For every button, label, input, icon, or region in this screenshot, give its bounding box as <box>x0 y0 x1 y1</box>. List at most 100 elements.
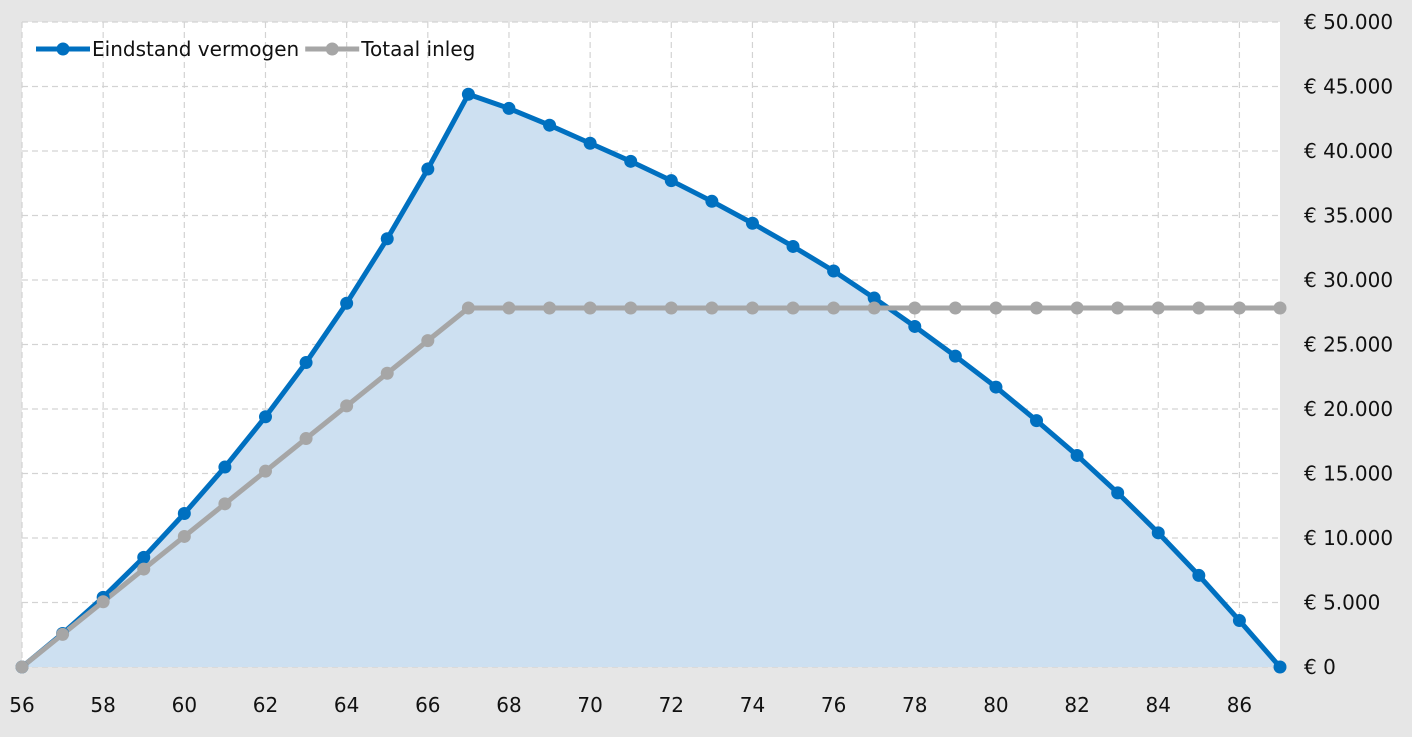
point-eindstand-vermogen <box>299 356 313 370</box>
point-totaal-inleg <box>827 301 841 315</box>
y-tick-label: € 15.000 <box>1304 462 1393 486</box>
x-tick-label: 76 <box>821 693 846 717</box>
point-totaal-inleg <box>1111 301 1125 315</box>
point-eindstand-vermogen <box>705 194 719 208</box>
point-eindstand-vermogen <box>948 349 962 363</box>
legend: Eindstand vermogen Totaal inleg <box>36 37 475 61</box>
x-tick-label: 72 <box>659 693 684 717</box>
x-tick-label: 86 <box>1227 693 1252 717</box>
point-totaal-inleg <box>15 660 29 674</box>
area-eindstand-vermogen <box>22 94 1280 668</box>
point-eindstand-vermogen <box>543 118 557 132</box>
point-totaal-inleg <box>177 529 191 543</box>
point-eindstand-vermogen <box>583 136 597 150</box>
point-eindstand-vermogen <box>421 162 435 176</box>
point-eindstand-vermogen <box>1030 414 1044 428</box>
x-tick-label: 56 <box>9 693 34 717</box>
point-totaal-inleg <box>705 301 719 315</box>
point-eindstand-vermogen <box>340 296 354 310</box>
point-eindstand-vermogen <box>786 239 800 253</box>
point-totaal-inleg <box>421 334 435 348</box>
point-totaal-inleg <box>908 301 922 315</box>
point-totaal-inleg <box>1070 301 1084 315</box>
y-tick-label: € 0 <box>1304 655 1336 679</box>
y-tick-label: € 35.000 <box>1304 204 1393 228</box>
point-eindstand-vermogen <box>380 232 394 246</box>
legend-item-eindstand-vermogen: Eindstand vermogen <box>36 37 299 61</box>
point-totaal-inleg <box>299 432 313 446</box>
point-eindstand-vermogen <box>745 216 759 230</box>
point-totaal-inleg <box>583 301 597 315</box>
y-tick-label: € 50.000 <box>1304 10 1393 34</box>
point-totaal-inleg <box>867 301 881 315</box>
point-eindstand-vermogen <box>137 550 151 564</box>
x-axis: 56 58 60 62 64 66 68 70 72 74 76 78 80 82 84 86 <box>9 693 1252 717</box>
point-eindstand-vermogen <box>827 264 841 278</box>
x-tick-label: 78 <box>902 693 927 717</box>
y-tick-label: € 20.000 <box>1304 397 1393 421</box>
y-tick-label: € 5.000 <box>1304 591 1380 615</box>
x-tick-label: 70 <box>577 693 602 717</box>
y-tick-label: € 40.000 <box>1304 139 1393 163</box>
legend-swatch-marker <box>325 42 339 56</box>
point-totaal-inleg <box>56 627 70 641</box>
y-tick-label: € 25.000 <box>1304 333 1393 357</box>
x-tick-label: 64 <box>334 693 359 717</box>
point-totaal-inleg <box>96 595 110 609</box>
point-eindstand-vermogen <box>1070 448 1084 462</box>
point-eindstand-vermogen <box>177 506 191 520</box>
x-tick-label: 62 <box>253 693 278 717</box>
x-tick-label: 66 <box>415 693 440 717</box>
x-tick-label: 58 <box>90 693 115 717</box>
y-tick-label: € 30.000 <box>1304 268 1393 292</box>
point-totaal-inleg <box>340 399 354 413</box>
point-eindstand-vermogen <box>502 101 516 115</box>
point-totaal-inleg <box>786 301 800 315</box>
point-eindstand-vermogen <box>867 291 881 305</box>
point-totaal-inleg <box>1273 301 1287 315</box>
point-totaal-inleg <box>543 301 557 315</box>
x-tick-label: 60 <box>172 693 197 717</box>
point-eindstand-vermogen <box>624 154 638 168</box>
legend-swatch-marker <box>56 42 70 56</box>
point-eindstand-vermogen <box>218 460 232 474</box>
legend-label: Eindstand vermogen <box>92 37 299 61</box>
point-eindstand-vermogen <box>1232 614 1246 628</box>
line-eindstand-vermogen <box>20 91 1282 669</box>
x-tick-label: 68 <box>496 693 521 717</box>
legend-item-totaal-inleg: Totaal inleg <box>305 37 475 61</box>
point-totaal-inleg <box>1232 301 1246 315</box>
line-totaal-inleg <box>20 305 1280 669</box>
point-eindstand-vermogen <box>989 380 1003 394</box>
point-totaal-inleg <box>218 497 232 511</box>
point-totaal-inleg <box>624 301 638 315</box>
point-totaal-inleg <box>1030 301 1044 315</box>
point-totaal-inleg <box>258 464 272 478</box>
point-totaal-inleg <box>380 366 394 380</box>
point-eindstand-vermogen <box>1111 486 1125 500</box>
point-eindstand-vermogen <box>908 319 922 333</box>
point-eindstand-vermogen <box>664 174 678 188</box>
point-totaal-inleg <box>664 301 678 315</box>
point-eindstand-vermogen <box>1273 660 1287 674</box>
legend-label: Totaal inleg <box>360 37 475 61</box>
point-eindstand-vermogen <box>461 87 475 101</box>
point-totaal-inleg <box>1151 301 1165 315</box>
y-tick-label: € 45.000 <box>1304 75 1393 99</box>
point-totaal-inleg <box>745 301 759 315</box>
point-totaal-inleg <box>502 301 516 315</box>
x-tick-label: 74 <box>740 693 765 717</box>
y-axis: € 0 € 5.000 € 10.000 € 15.000 € 20.000 € 25.0… <box>1304 10 1393 679</box>
x-tick-label: 84 <box>1146 693 1171 717</box>
point-eindstand-vermogen <box>1151 526 1165 540</box>
point-totaal-inleg <box>1192 301 1206 315</box>
x-tick-label: 82 <box>1064 693 1089 717</box>
point-totaal-inleg <box>461 301 475 315</box>
point-eindstand-vermogen <box>258 410 272 424</box>
x-tick-label: 80 <box>983 693 1008 717</box>
point-totaal-inleg <box>137 562 151 576</box>
y-tick-label: € 10.000 <box>1304 526 1393 550</box>
point-totaal-inleg <box>948 301 962 315</box>
